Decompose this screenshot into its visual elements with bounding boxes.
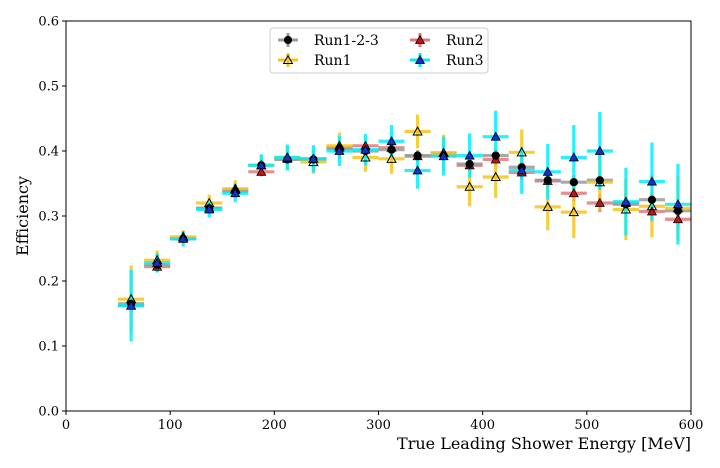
legend-item-run2: Run2: [410, 33, 483, 49]
x-tick-label: 500: [574, 418, 599, 433]
y-tick-label: 0.0: [38, 405, 59, 420]
y-tick-label: 0.2: [38, 275, 59, 290]
y-axis-label: Efficiency: [13, 176, 32, 256]
x-tick-label: 100: [158, 418, 183, 433]
data-point: [568, 152, 579, 162]
data-point: [386, 153, 397, 163]
data-point: [256, 166, 267, 176]
legend-item-run3: Run3: [410, 53, 483, 69]
data-point: [152, 257, 163, 267]
data-point: [464, 150, 475, 160]
data-point: [569, 178, 578, 187]
data-point: [308, 153, 319, 163]
legend-marker: [283, 35, 293, 45]
data-point: [646, 176, 658, 186]
data-point: [412, 126, 423, 136]
plot-area: [118, 110, 691, 342]
data-point: [204, 204, 215, 214]
axes: 0 100 200 300 400 500 600 0.0 0.1 0.2 0.3 0.4 0.5 0.6: [38, 15, 703, 434]
data-point: [387, 145, 396, 154]
legend-marker: [414, 54, 426, 64]
legend-item-run1-2-3: Run1-2-3: [278, 33, 379, 49]
data-point: [568, 188, 579, 198]
legend-marker: [414, 34, 426, 44]
x-axis-label: True Leading Shower Energy [MeV]: [397, 434, 691, 453]
data-point: [568, 206, 580, 217]
legend-box: [269, 27, 489, 74]
data-point: [594, 197, 605, 207]
data-point: [542, 166, 553, 176]
data-point: [413, 151, 422, 160]
series-run1-errorbars: [118, 114, 691, 333]
series-run2-errorbars: [118, 141, 691, 313]
legend-marker: [282, 54, 294, 65]
data-point: [516, 165, 527, 175]
x-tick-label: 0: [62, 418, 70, 433]
legend-label: Run3: [446, 53, 483, 69]
data-point: [334, 145, 345, 155]
data-point: [542, 201, 554, 211]
data-point: [282, 152, 293, 162]
data-point: [178, 233, 189, 243]
data-point: [386, 136, 397, 146]
data-point: [594, 176, 606, 187]
data-point: [126, 300, 137, 310]
data-point: [360, 144, 371, 154]
data-point: [516, 146, 527, 157]
data-point: [594, 145, 605, 155]
data-point: [672, 214, 684, 224]
data-point: [490, 131, 501, 141]
data-point: [465, 159, 474, 169]
data-point: [412, 165, 423, 175]
x-tick-label: 300: [366, 418, 391, 433]
data-point: [620, 196, 631, 206]
y-tick-label: 0.1: [38, 340, 59, 355]
data-point: [256, 160, 267, 170]
legend-label: Run2: [446, 33, 483, 49]
x-tick-label: 600: [679, 418, 704, 433]
legend-label: Run1-2-3: [314, 33, 379, 49]
data-point: [646, 200, 658, 211]
legend: Run1-2-3 Run1 Run2 Run3: [269, 27, 489, 74]
y-tick-label: 0.5: [38, 80, 59, 95]
legend-item-run1: Run1: [278, 53, 351, 69]
x-tick-label: 400: [470, 418, 495, 433]
data-point: [230, 188, 241, 198]
data-point: [438, 150, 449, 161]
data-point: [543, 176, 552, 185]
y-tick-label: 0.6: [38, 15, 59, 30]
data-point: [646, 206, 658, 216]
data-point: [491, 151, 500, 160]
y-tick-label: 0.4: [38, 145, 59, 160]
y-tick-label: 0.3: [38, 210, 59, 225]
series-run3-points: [126, 131, 684, 310]
plot-frame: [65, 20, 692, 412]
data-point: [672, 199, 684, 209]
legend-label: Run1: [314, 53, 351, 69]
x-tick-label: 200: [262, 418, 287, 433]
data-point: [490, 171, 501, 182]
series-run3-errorbars: [118, 110, 691, 342]
data-point: [647, 195, 657, 204]
data-point: [360, 152, 371, 162]
data-point: [620, 204, 632, 214]
data-point: [464, 181, 475, 191]
